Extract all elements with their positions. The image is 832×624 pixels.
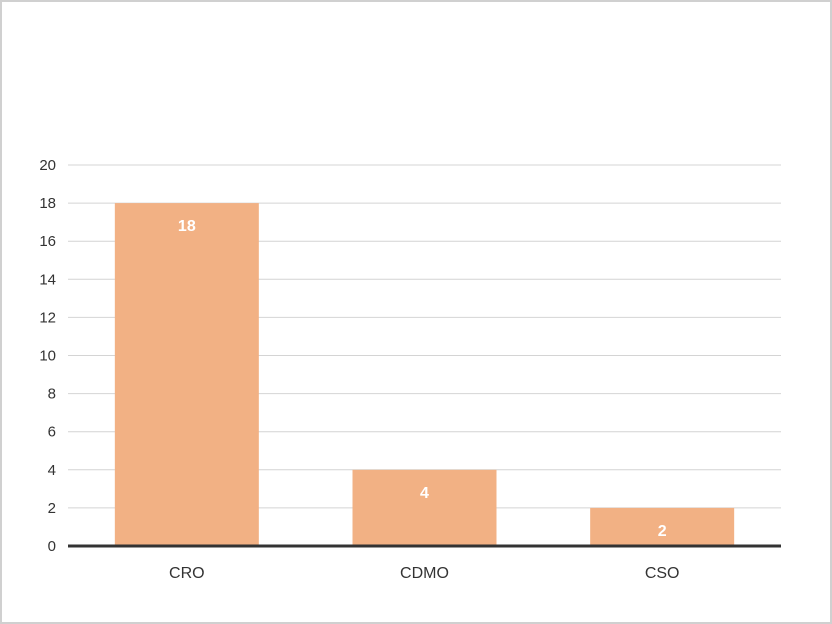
data-label: 4 [420, 485, 429, 502]
y-tick-label: 6 [48, 424, 56, 441]
y-tick-label: 4 [48, 462, 56, 479]
y-tick-label: 12 [39, 309, 56, 326]
y-tick-label: 20 [39, 157, 56, 174]
y-tick-label: 14 [39, 271, 56, 288]
y-tick-label: 8 [48, 386, 56, 403]
y-tick-label: 0 [48, 538, 56, 555]
y-tick-label: 16 [39, 233, 56, 250]
y-tick-label: 2 [48, 500, 56, 517]
data-label: 18 [178, 218, 196, 235]
y-tick-label: 18 [39, 195, 56, 212]
bar-cdmo [352, 469, 497, 546]
data-label: 2 [658, 523, 667, 540]
bar-cro [114, 203, 259, 546]
x-category-label: CSO [645, 565, 680, 582]
bar-cso [590, 507, 735, 546]
y-tick-label: 10 [39, 348, 56, 365]
y-axis-ticks: 0 2 4 6 8 10 12 14 16 18 20 [39, 157, 56, 555]
x-category-label: CRO [169, 565, 205, 582]
x-axis-labels: CRO CDMO CSO [169, 565, 679, 582]
x-category-label: CDMO [400, 565, 449, 582]
